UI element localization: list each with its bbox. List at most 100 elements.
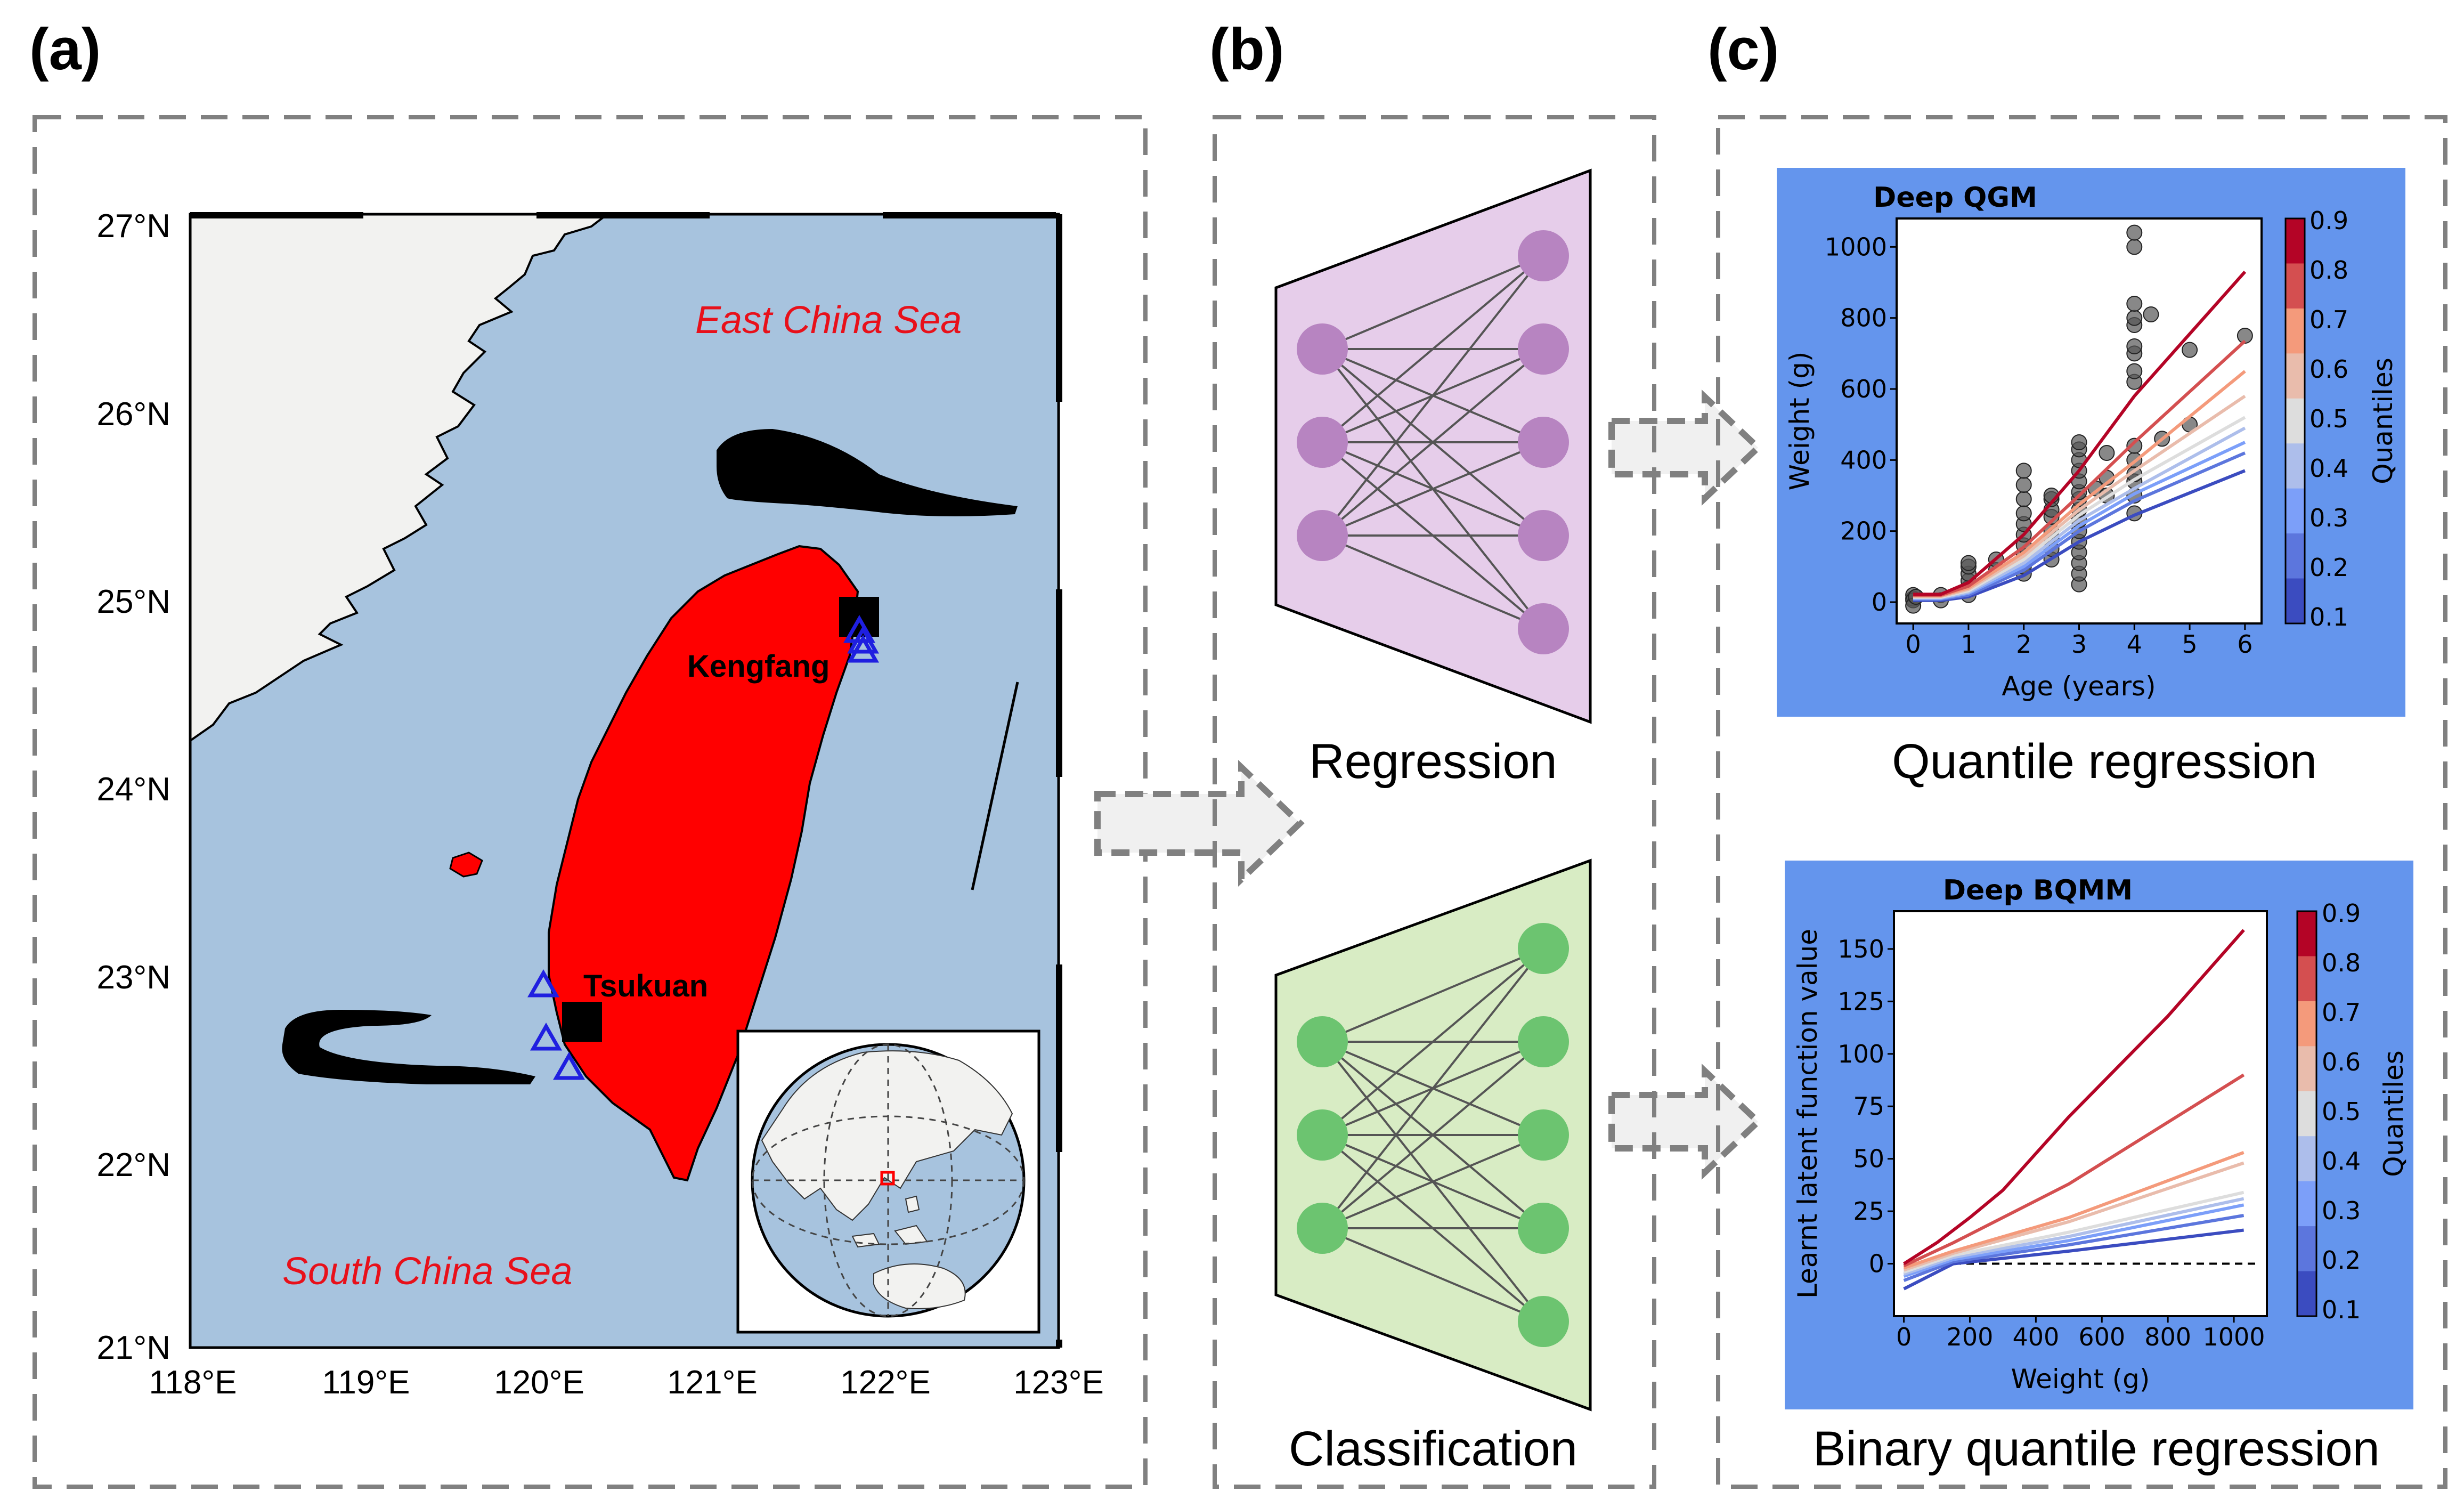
colorbar-segment (2297, 1136, 2316, 1182)
qgm-x-tick: 1 (1961, 630, 1976, 659)
station-triangle (843, 614, 876, 643)
scatter-point (2126, 224, 2143, 241)
lat-tick: 22°N (96, 1147, 170, 1183)
frame-band (1056, 214, 1062, 402)
bqmm-y-tick: 0 (1869, 1250, 1884, 1278)
input-node (1297, 510, 1348, 561)
colorbar-segment (2286, 443, 2305, 489)
output-node (1518, 923, 1569, 974)
classification-edges (1321, 947, 1544, 1323)
qgm-y-tick: 200 (1840, 517, 1887, 546)
colorbar-segment (2297, 956, 2316, 1002)
panel-c-frame (1716, 115, 2447, 1489)
scatter-point (2143, 306, 2159, 322)
fishing-ground-south (282, 1010, 535, 1084)
qgm-colorbar (2284, 217, 2306, 625)
qgm-cbar-tick: 0.9 (2310, 206, 2348, 235)
qgm-cbar-tick: 0.4 (2310, 454, 2348, 483)
qgm-x-tick: 5 (2182, 630, 2197, 659)
quantile-line (1903, 1214, 2245, 1282)
colorbar-segment (2286, 308, 2305, 354)
frame-band (1056, 1340, 1062, 1348)
lat-tick: 27°N (96, 208, 170, 245)
bqmm-y-axis-label: Learnt latent function value (1792, 929, 1823, 1299)
input-node (1297, 1016, 1348, 1067)
bqmm-cbar-tick: 0.7 (2322, 998, 2361, 1027)
bqmm-colorbar-ticks: 0.9 0.8 0.7 0.6 0.5 0.4 0.3 0.2 0.1 (2322, 899, 2361, 1324)
lon-tick: 119°E (322, 1364, 410, 1401)
qgm-colorbar-ticks: 0.9 0.8 0.7 0.6 0.5 0.4 0.3 0.2 0.1 (2310, 206, 2348, 631)
qgm-y-axis-label: Weight (g) (1784, 352, 1815, 491)
lat-tick: 26°N (96, 396, 170, 433)
quantile-regression-caption: Quantile regression (1892, 734, 2317, 789)
globe-australia-land (873, 1263, 966, 1309)
output-node (1518, 510, 1569, 561)
regression-trapezoid (1274, 168, 1592, 724)
frame-band (1056, 589, 1062, 777)
station-triangle (847, 625, 880, 654)
qgm-y-tick: 0 (1872, 588, 1887, 617)
arrow-regression-to-qgm (1608, 390, 1763, 506)
bqmm-cbar-tick: 0.8 (2322, 948, 2361, 977)
network-edge (1322, 534, 1544, 630)
bqmm-y-tick: 75 (1853, 1092, 1884, 1121)
qgm-cbar-tick: 0.3 (2310, 504, 2348, 532)
qgm-quantile-lines (1890, 246, 2247, 630)
bqmm-y-tick: 100 (1837, 1040, 1884, 1068)
arrow-classification-to-bqmm (1608, 1064, 1763, 1180)
lat-tick: 23°N (96, 959, 170, 996)
bqmm-x-tick: 800 (2144, 1323, 2191, 1351)
tsukuan-station-marker (562, 1002, 602, 1042)
bqmm-cbar-tick: 0.4 (2322, 1147, 2361, 1175)
colorbar-segment (2286, 263, 2305, 309)
colorbar-segment (2286, 533, 2305, 579)
binary-quantile-regression-caption: Binary quantile regression (1813, 1422, 2380, 1476)
qgm-y-ticks: 0 200 400 600 800 1000 (1825, 232, 1887, 617)
panel-c-label: (c) (1707, 17, 1779, 82)
colorbar-segment (2286, 488, 2305, 534)
sampling-triangles (527, 614, 880, 1080)
output-node (1518, 1203, 1569, 1254)
colorbar-segment (2286, 578, 2305, 624)
scatter-point (2237, 328, 2253, 344)
scatter-point (2099, 445, 2115, 461)
regression-edges (1321, 255, 1544, 630)
qgm-cbar-tick: 0.6 (2310, 355, 2348, 384)
scatter-point (2071, 434, 2087, 450)
network-edge (1322, 255, 1544, 350)
bqmm-cbar-tick: 0.2 (2322, 1246, 2361, 1275)
network-edge (1321, 255, 1544, 443)
classification-caption: Classification (1289, 1422, 1577, 1476)
lon-tick: 123°E (1013, 1364, 1104, 1401)
quantile-line (1903, 1161, 2245, 1272)
qgm-x-tick: 3 (2071, 630, 2087, 659)
colorbar-segment (2297, 1226, 2316, 1272)
kengfang-label: Kengfang (687, 649, 830, 684)
bqmm-x-tick: 600 (2078, 1323, 2125, 1351)
colorbar-segment (2297, 1091, 2316, 1137)
quantile-line (1903, 1073, 2245, 1268)
classification-nodes (1297, 923, 1569, 1347)
scatter-point (1960, 555, 1977, 571)
bqmm-y-tick: 50 (1853, 1145, 1884, 1173)
regression-caption: Regression (1309, 734, 1557, 789)
quantile-line (1902, 929, 2245, 1266)
bqmm-x-tick: 0 (1896, 1323, 1912, 1351)
qgm-cbar-tick: 0.7 (2310, 305, 2348, 334)
qgm-y-tick: 1000 (1825, 232, 1887, 261)
qgm-cbar-tick: 0.5 (2310, 404, 2348, 433)
quantile-line (1903, 1197, 2245, 1276)
taiwan-map: East China Sea South China Sea Kengfang … (96, 208, 1103, 1401)
bqmm-cbar-tick: 0.5 (2322, 1097, 2361, 1126)
bqmm-x-ticks: 0 200 400 600 800 1000 (1896, 1323, 2265, 1351)
network-edge (1322, 947, 1544, 1043)
bqmm-x-tick: 1000 (2203, 1323, 2265, 1351)
quantile-line (1903, 1150, 2245, 1270)
bqmm-quantile-lines (1888, 929, 2245, 1323)
bqmm-colorbar (2296, 910, 2317, 1317)
scatter-point (2126, 437, 2143, 454)
scatter-point (2015, 477, 2032, 493)
colorbar-segment (2297, 1181, 2316, 1227)
qgm-y-tick: 600 (1840, 375, 1887, 403)
bqmm-y-tick: 25 (1853, 1197, 1884, 1226)
